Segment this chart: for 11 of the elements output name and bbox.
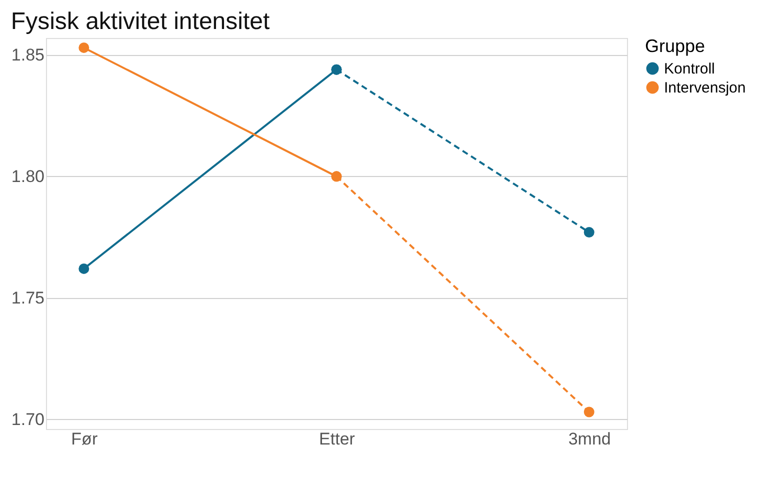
y-tick-label: 1.75 — [11, 288, 44, 308]
y-tick-label: 1.80 — [11, 166, 44, 186]
chart-title: Fysisk aktivitet intensitet — [10, 8, 270, 35]
y-tick-label: 1.85 — [11, 46, 44, 64]
y-tick-label: 1.70 — [11, 410, 44, 429]
x-tick-label: Før — [71, 430, 98, 448]
legend-label: Kontroll — [664, 60, 715, 78]
legend-label: Intervensjon — [664, 80, 746, 96]
x-tick-label: 3mnd — [568, 430, 611, 448]
legend-title: Gruppe — [645, 36, 706, 56]
x-tick-label: Etter — [319, 430, 356, 448]
